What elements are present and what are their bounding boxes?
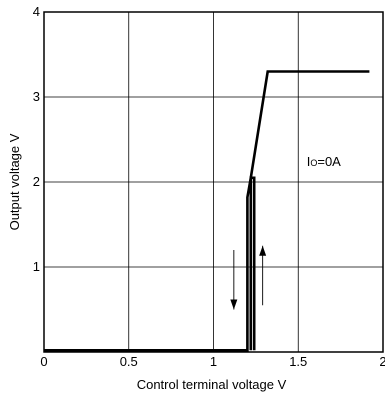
y-tick-labels: 1 2 3 4 <box>33 4 40 274</box>
series-line-2 <box>249 176 256 351</box>
arrow-down-head <box>230 299 238 310</box>
x-tick-label: 2 <box>379 354 385 369</box>
x-tick-label: 0 <box>40 354 47 369</box>
series-group <box>44 70 370 352</box>
y-tick-label: 1 <box>33 259 40 274</box>
x-tick-label: 1 <box>210 354 217 369</box>
x-tick-label: 1.5 <box>289 354 307 369</box>
plot-frame <box>43 11 384 353</box>
arrows-group <box>230 245 267 310</box>
annotation-rest: =0A <box>317 154 341 169</box>
series-line-1 <box>44 70 370 352</box>
x-tick-label: 0.5 <box>120 354 138 369</box>
annotation-main: I <box>307 154 311 169</box>
grid <box>44 12 383 352</box>
annotation-subscript: O <box>310 158 317 168</box>
arrow-up-head <box>259 245 267 256</box>
y-tick-label: 3 <box>33 89 40 104</box>
x-axis-label: Control terminal voltage V <box>137 377 287 392</box>
y-axis-label: Output voltage V <box>7 133 22 230</box>
y-tick-label: 2 <box>33 174 40 189</box>
y-tick-label: 4 <box>33 4 40 19</box>
condition-annotation: IO=0A <box>307 154 341 169</box>
x-tick-labels: 0 0.5 1 1.5 2 <box>40 354 385 369</box>
